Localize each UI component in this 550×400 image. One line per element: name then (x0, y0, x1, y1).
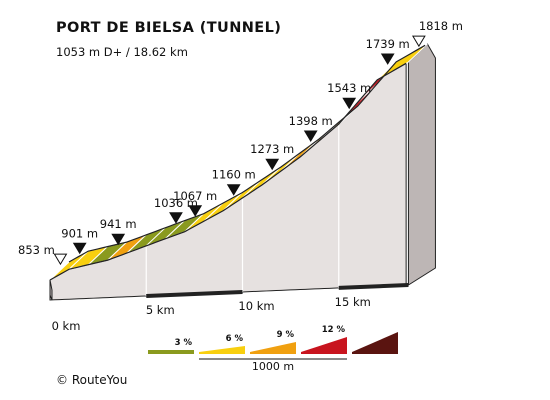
band-front-edge (49, 62, 407, 281)
km-tick-label: 10 km (238, 299, 274, 313)
elevation-marker-icon (188, 205, 203, 217)
profile-start-face (49, 279, 53, 301)
elevation-marker-icon (169, 212, 183, 224)
elevation-marker-icon (265, 158, 280, 171)
elevation-label: 1036 m (154, 196, 198, 210)
elevation-label: 1160 m (212, 168, 256, 182)
credit-text: © RouteYou (56, 373, 128, 387)
km-tick-label: 5 km (146, 303, 175, 317)
chart-title: PORT DE BIELSA (TUNNEL) (56, 20, 282, 36)
km-tick-label: 0 km (52, 319, 81, 333)
elevation-label: 1398 m (289, 114, 333, 128)
baseline-segment (146, 289, 243, 298)
open-marker-icon (53, 253, 68, 266)
elevation-marker-icon (303, 130, 318, 142)
elevation-label: 941 m (100, 217, 137, 231)
legend-swatch (148, 350, 194, 354)
elevation-marker-icon (72, 242, 87, 255)
elevation-label: 853 m (18, 243, 55, 257)
elevation-marker-icon (111, 233, 126, 246)
legend-swatch (250, 342, 296, 354)
elevation-marker-icon (226, 184, 241, 196)
elevation-label: 1067 m (173, 189, 217, 203)
chart-subtitle: 1053 m D+ / 18.62 km (56, 45, 188, 59)
elevation-label: 1739 m (366, 37, 410, 51)
elevation-label: 1543 m (327, 81, 371, 95)
elevation-marker-icon (380, 53, 395, 65)
legend-swatch (199, 346, 245, 354)
legend-scale-label: 1000 m (252, 360, 294, 373)
legend-label: 12 % (322, 325, 346, 335)
km-tick-label: 15 km (335, 295, 371, 309)
legend-swatch (352, 332, 398, 354)
open-marker-icon (412, 35, 426, 48)
elevation-marker-icon (342, 97, 357, 110)
legend-label: 3 % (175, 338, 193, 348)
band-top-edge (68, 44, 426, 263)
elevation-label: 1818 m (419, 19, 463, 33)
elevation-label: 1273 m (250, 142, 294, 156)
profile-end-face (407, 43, 436, 286)
baseline-segment (338, 283, 409, 290)
legend-label: 9 % (277, 330, 295, 340)
legend-label: 6 % (226, 334, 244, 344)
legend-swatch (301, 337, 347, 354)
elevation-label: 901 m (61, 226, 98, 240)
